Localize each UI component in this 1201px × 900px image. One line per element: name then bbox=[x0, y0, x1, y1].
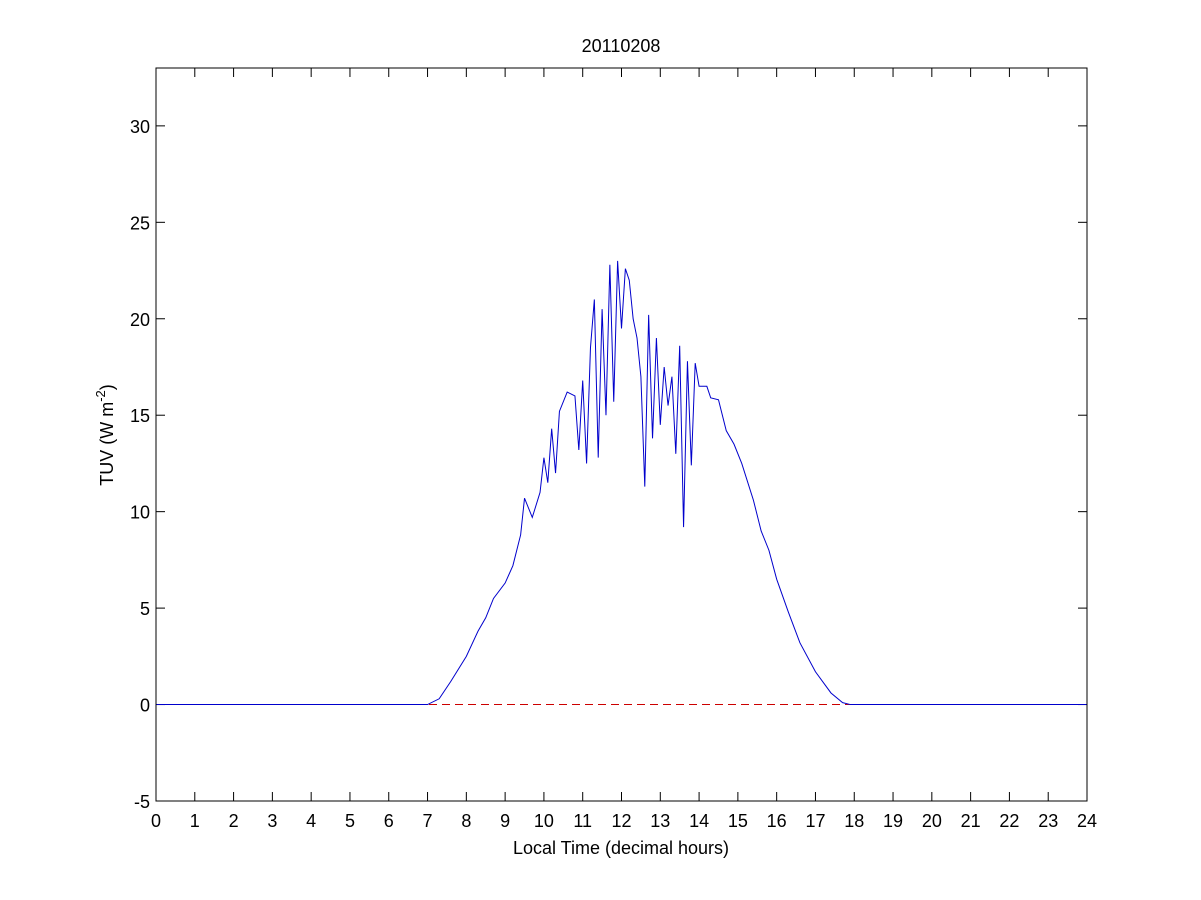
x-tick-label: 23 bbox=[1038, 811, 1058, 831]
x-tick-label: 12 bbox=[611, 811, 631, 831]
y-axis-label-sup: -2 bbox=[93, 390, 108, 402]
x-tick-label: 2 bbox=[229, 811, 239, 831]
data-line bbox=[156, 260, 1087, 706]
x-tick-label: 0 bbox=[151, 811, 161, 831]
x-tick-label: 24 bbox=[1077, 811, 1097, 831]
x-tick-label: 7 bbox=[423, 811, 433, 831]
x-tick-label: 3 bbox=[267, 811, 277, 831]
axes-box bbox=[155, 67, 1088, 802]
x-tick-label: 19 bbox=[883, 811, 903, 831]
x-tick-label: 15 bbox=[728, 811, 748, 831]
y-tick-label: -5 bbox=[134, 792, 150, 812]
x-tick-label: 9 bbox=[500, 811, 510, 831]
x-tick-label: 4 bbox=[306, 811, 316, 831]
y-axis-label: TUV (W m-2) bbox=[93, 384, 117, 486]
y-tick-label: 10 bbox=[130, 503, 150, 523]
y-tick-label: 25 bbox=[130, 213, 150, 233]
x-tick-label: 13 bbox=[650, 811, 670, 831]
x-tick-label: 21 bbox=[961, 811, 981, 831]
y-tick-label: 30 bbox=[130, 117, 150, 137]
x-tick-label: 5 bbox=[345, 811, 355, 831]
y-tick-label: 5 bbox=[140, 599, 150, 619]
x-tick-label: 10 bbox=[534, 811, 554, 831]
x-tick-label: 11 bbox=[573, 811, 592, 831]
y-axis-label-end: ) bbox=[97, 384, 117, 390]
x-tick-label: 6 bbox=[384, 811, 394, 831]
y-axis-label-main: TUV (W m bbox=[97, 402, 117, 486]
chart-title: 20110208 bbox=[582, 36, 661, 56]
x-tick-label: 16 bbox=[767, 811, 787, 831]
plot-area: 0 1 2 3 4 5 6 7 8 9 10 11 12 13 14 15 16 17 18 19 20 21 22 23 24… bbox=[130, 68, 1097, 831]
y-tick-label: 0 bbox=[140, 696, 150, 716]
x-axis-label: Local Time (decimal hours) bbox=[513, 838, 729, 858]
y-tick-label: 20 bbox=[130, 310, 150, 330]
x-tick-label: 8 bbox=[461, 811, 471, 831]
x-tick-label: 1 bbox=[190, 811, 200, 831]
x-tick-label: 22 bbox=[999, 811, 1019, 831]
x-tick-label: 17 bbox=[805, 811, 825, 831]
x-tick-label: 14 bbox=[689, 811, 709, 831]
x-tick-label: 20 bbox=[922, 811, 942, 831]
y-tick-label: 15 bbox=[130, 406, 150, 426]
x-tick-label: 18 bbox=[844, 811, 864, 831]
